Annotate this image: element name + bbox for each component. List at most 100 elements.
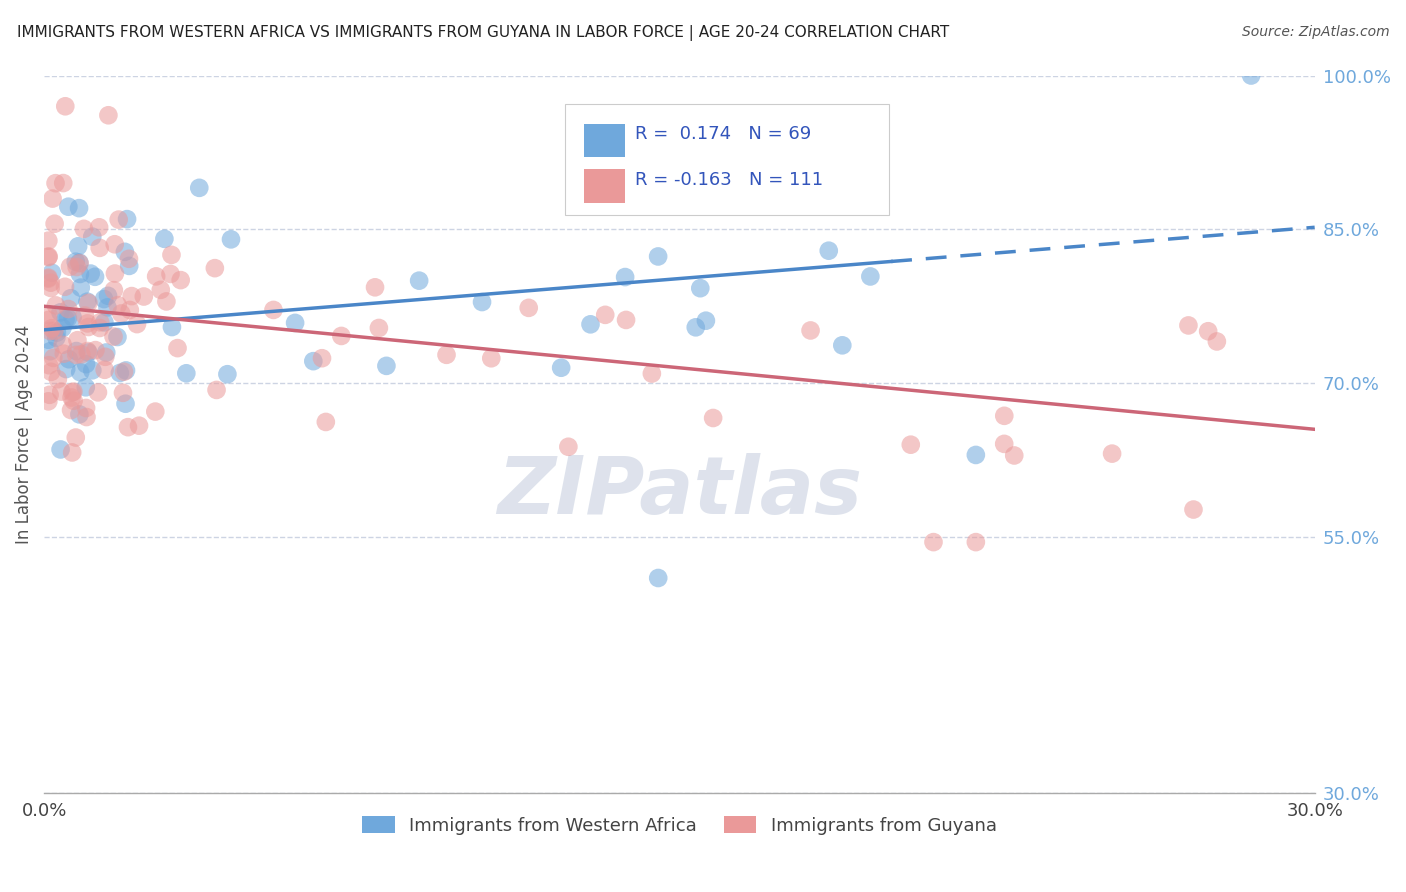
Point [82,363,104,377]
Point [65,254,87,268]
Point [107,330,129,344]
Point [65,431,87,445]
Point [132,289,155,303]
Point [75,401,97,415]
Point [93,292,115,306]
Text: Source: ZipAtlas.com: Source: ZipAtlas.com [1241,25,1389,39]
Point [125,317,148,331]
Point [37,234,59,248]
Point [38,388,60,402]
Point [107,212,129,227]
Point [45,331,67,345]
Point [69,256,91,270]
Point [65,348,87,362]
Point [204,261,226,276]
Point [38,249,60,263]
Point [77,296,100,310]
Point [46,372,69,386]
Point [60,385,83,400]
Point [84,343,107,358]
Point [58,301,80,316]
Point [44,324,66,338]
Point [115,363,138,377]
Point [59,291,82,305]
Point [205,383,228,397]
Point [107,298,129,312]
Point [89,321,111,335]
Point [56,311,79,326]
Point [45,176,67,190]
Point [557,440,579,454]
Point [37,333,59,347]
Point [96,345,118,359]
Point [159,267,181,281]
Point [817,244,839,258]
Point [66,333,89,347]
Point [60,445,83,459]
Point [800,323,823,337]
Point [42,351,65,365]
Point [176,366,198,380]
Point [685,320,707,334]
Point [37,308,59,322]
Text: ZIPatlas: ZIPatlas [496,453,862,531]
Point [471,295,494,310]
Point [58,352,80,367]
Point [121,289,143,303]
Text: R = -0.163   N = 111: R = -0.163 N = 111 [636,170,823,188]
Point [41,266,63,280]
Point [993,437,1015,451]
Point [859,269,882,284]
Point [155,294,177,309]
Point [479,351,502,366]
Point [143,404,166,418]
Point [37,394,59,409]
Point [87,385,110,400]
Point [89,315,111,329]
Point [39,281,62,295]
Point [695,314,717,328]
Point [375,359,398,373]
Point [993,409,1015,423]
Point [579,318,602,332]
Point [689,281,711,295]
Point [117,420,139,434]
Point [93,315,115,329]
Point [58,200,80,214]
Point [67,408,90,422]
Point [1177,318,1199,333]
Point [82,229,104,244]
Point [73,309,96,323]
Point [77,320,100,334]
Point [62,393,84,408]
Point [628,190,651,204]
Point [84,269,107,284]
Point [69,365,91,379]
FancyBboxPatch shape [565,104,889,216]
Point [41,192,63,206]
Point [1205,334,1227,349]
Point [614,313,637,327]
Point [284,316,307,330]
Point [59,260,82,274]
Point [69,267,91,281]
Point [103,329,125,343]
Point [75,380,97,394]
Point [55,312,77,326]
Point [44,217,66,231]
Point [112,365,135,379]
Point [39,344,62,359]
Point [45,298,67,312]
Point [1182,502,1205,516]
Point [53,279,76,293]
Point [1002,449,1025,463]
Point [160,320,183,334]
Point [77,345,100,359]
Point [614,270,637,285]
Point [149,283,172,297]
Point [76,344,98,359]
Point [153,232,176,246]
Point [62,384,84,399]
Point [364,280,387,294]
Point [219,232,242,246]
